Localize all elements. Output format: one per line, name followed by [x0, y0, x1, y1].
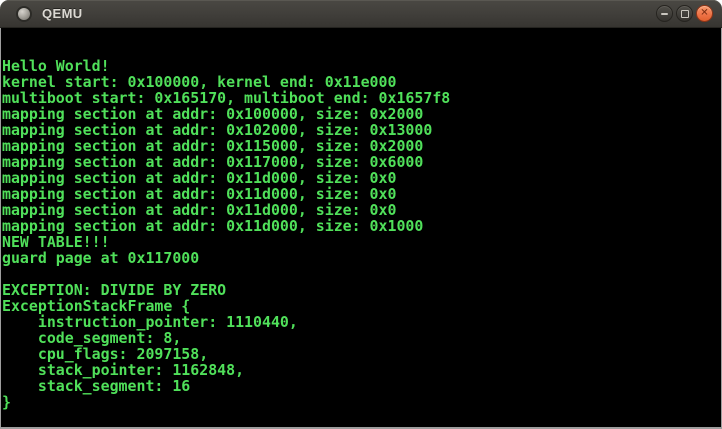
window-title: QEMU: [42, 6, 83, 21]
minimize-button[interactable]: [656, 5, 673, 22]
titlebar[interactable]: QEMU ✕: [0, 0, 722, 28]
close-icon: ✕: [700, 7, 709, 18]
console-output: Hello World! kernel start: 0x100000, ker…: [2, 57, 451, 411]
minimize-icon: [661, 12, 668, 15]
maximize-icon: [680, 9, 689, 18]
window-controls: ✕: [656, 5, 713, 22]
app-window-icon: [18, 7, 30, 20]
close-button[interactable]: ✕: [696, 5, 713, 22]
maximize-button[interactable]: [676, 5, 693, 22]
vm-display[interactable]: Hello World! kernel start: 0x100000, ker…: [0, 28, 722, 429]
